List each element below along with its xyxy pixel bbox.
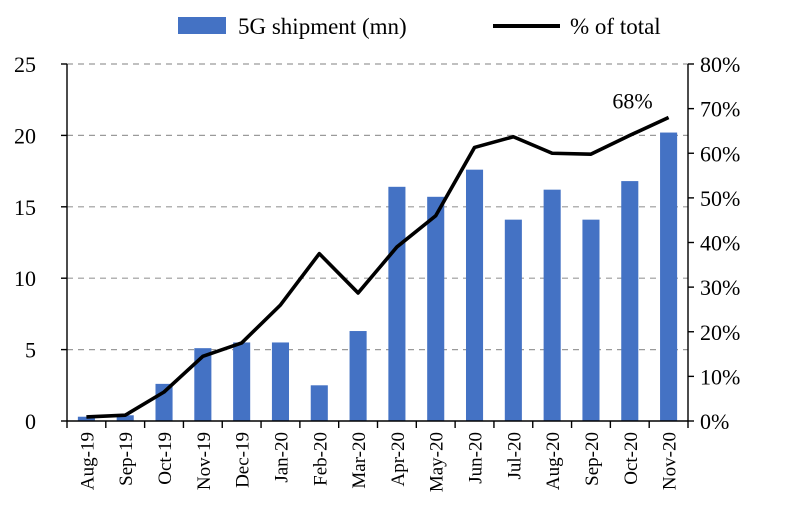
x-tick-label-jan-20: Jan-20 [271, 432, 292, 483]
x-tick-label-nov-20: Nov-20 [660, 432, 681, 490]
x-tick-label-sep-20: Sep-20 [582, 432, 603, 486]
annotation-label: 68% [612, 89, 652, 114]
x-tick-label-jun-20: Jun-20 [466, 432, 487, 484]
annotations: 68% [612, 89, 652, 114]
y-right-tick-label: 50% [700, 186, 740, 211]
legend-swatch-5g-shipment [178, 17, 226, 34]
y-left-tick-label: 5 [25, 338, 36, 363]
legend-label-pct-total: % of total [570, 14, 661, 39]
x-tick-label-oct-19: Oct-19 [155, 432, 176, 485]
y-left-tick-label: 0 [25, 409, 36, 434]
line-series-pct-total [86, 115, 670, 419]
bar-feb-20 [310, 385, 328, 421]
y-axis-left-ticks: 0 5 10 15 20 25 [14, 52, 36, 434]
y-left-tick-label: 15 [14, 195, 36, 220]
axes [61, 63, 694, 428]
bar-aug-19 [77, 416, 95, 421]
x-tick-label-aug-20: Aug-20 [543, 432, 564, 490]
y-right-tick-label: 80% [700, 52, 740, 77]
x-tick-label-feb-20: Feb-20 [310, 432, 331, 486]
y-left-tick-label: 25 [14, 52, 36, 77]
y-right-tick-label: 30% [700, 275, 740, 300]
x-tick-label-dec-19: Dec-19 [233, 432, 254, 488]
bar-oct-19 [155, 383, 173, 421]
bar-mar-20 [349, 331, 367, 421]
legend: 5G shipment (mn) % of total [178, 14, 661, 39]
bar-dec-19 [233, 342, 251, 421]
bar-jan-20 [271, 342, 290, 421]
y-left-tick-label: 10 [14, 266, 36, 291]
x-tick-label-mar-20: Mar-20 [349, 432, 370, 489]
bar-sep-19 [116, 415, 134, 421]
y-left-tick-label: 20 [14, 123, 36, 148]
bar-nov-19 [194, 348, 212, 421]
x-axis-ticks: Aug-19 Sep-19 Oct-19 Nov-19 Dec-19 Jan-20 Feb-… [77, 432, 680, 492]
x-tick-label-jul-20: Jul-20 [504, 432, 525, 480]
bar-oct-20 [621, 181, 639, 421]
bar-may-20 [427, 196, 445, 421]
bar-nov-20 [660, 132, 678, 421]
bar-sep-20 [582, 219, 600, 421]
y-right-tick-label: 70% [700, 97, 740, 122]
legend-label-5g-shipment: 5G shipment (mn) [238, 14, 407, 39]
x-tick-label-sep-19: Sep-19 [116, 432, 137, 486]
y-axis-right-ticks: 0% 10% 20% 30% 40% 50% 60% 70% 80% [700, 52, 740, 434]
gridlines [67, 63, 688, 351]
x-tick-label-nov-19: Nov-19 [194, 432, 215, 490]
y-right-tick-label: 20% [700, 320, 740, 345]
y-right-tick-label: 0% [700, 409, 729, 434]
x-tick-label-oct-20: Oct-20 [621, 432, 642, 485]
y-right-tick-label: 60% [700, 141, 740, 166]
x-tick-label-aug-19: Aug-19 [77, 432, 98, 490]
bar-jul-20 [504, 219, 522, 421]
bar-series-5g-shipment [77, 132, 678, 421]
y-right-tick-label: 10% [700, 364, 740, 389]
bar-aug-20 [543, 189, 561, 421]
line-pct-total [86, 115, 670, 419]
x-tick-label-apr-20: Apr-20 [388, 432, 409, 487]
x-tick-label-may-20: May-20 [427, 432, 448, 492]
bar-apr-20 [388, 186, 406, 421]
y-right-tick-label: 40% [700, 231, 740, 256]
bar-jun-20 [465, 169, 484, 421]
